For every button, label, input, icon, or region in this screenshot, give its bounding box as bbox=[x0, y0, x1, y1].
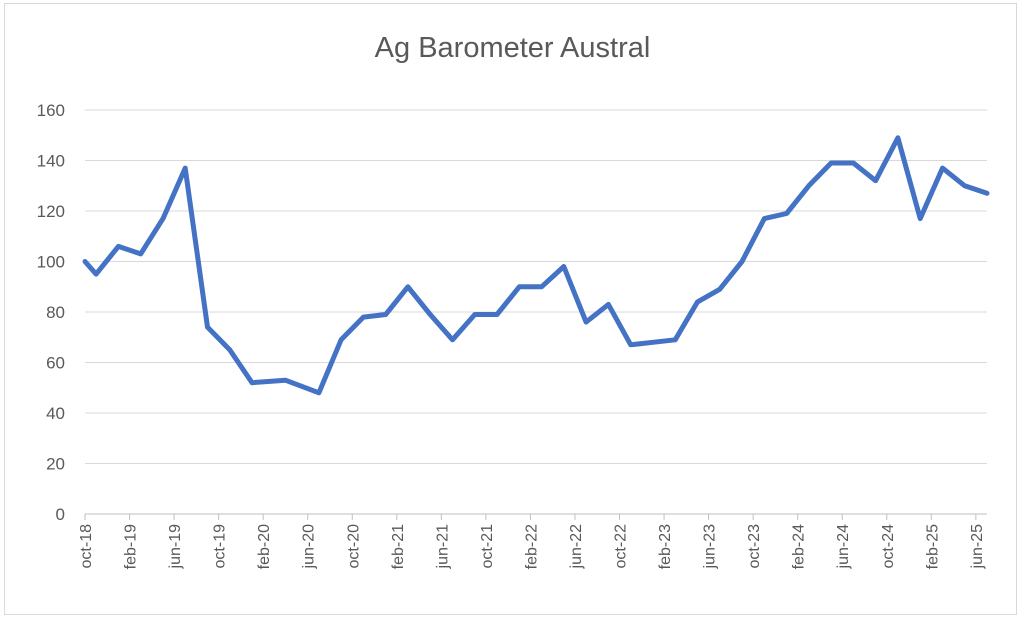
x-tick-label: feb-23 bbox=[657, 524, 674, 569]
x-tick-label: jun-22 bbox=[568, 524, 585, 570]
series-line bbox=[82, 135, 990, 396]
chart-title: Ag Barometer Austral bbox=[374, 32, 651, 64]
x-tick-label: feb-22 bbox=[523, 524, 540, 569]
x-tick-label: jun-20 bbox=[301, 524, 318, 570]
x-tick-label: oct-22 bbox=[613, 524, 630, 569]
x-tick-label: jun-23 bbox=[702, 524, 719, 570]
chart-frame bbox=[4, 3, 1017, 615]
x-tick-label: oct-21 bbox=[479, 524, 496, 569]
y-tick-label: 100 bbox=[37, 253, 65, 272]
x-tick-label: feb-19 bbox=[123, 524, 140, 569]
x-tick-label: jun-21 bbox=[434, 524, 451, 570]
x-tick-label: feb-24 bbox=[791, 524, 808, 569]
y-tick-label: 60 bbox=[46, 354, 65, 373]
y-tick-label: 0 bbox=[56, 505, 65, 524]
x-tick-label: jun-24 bbox=[835, 524, 852, 570]
x-tick-label: oct-20 bbox=[345, 524, 362, 569]
y-tick-label: 160 bbox=[37, 101, 65, 120]
x-tick-label: oct-19 bbox=[212, 524, 229, 569]
x-tick-label: feb-25 bbox=[924, 524, 941, 569]
x-tick-label: feb-20 bbox=[256, 524, 273, 569]
y-tick-label: 20 bbox=[46, 455, 65, 474]
x-tick-label: jun-25 bbox=[969, 524, 986, 570]
x-tick-label: oct-24 bbox=[880, 524, 897, 569]
y-tick-label: 80 bbox=[46, 303, 65, 322]
x-tick-label: oct-23 bbox=[746, 524, 763, 569]
y-tick-label: 40 bbox=[46, 404, 65, 423]
x-tick-label: jun-19 bbox=[167, 524, 184, 570]
x-tick-label: feb-21 bbox=[390, 524, 407, 569]
y-tick-label: 120 bbox=[37, 202, 65, 221]
y-tick-label: 140 bbox=[37, 152, 65, 171]
x-tick-label: oct-18 bbox=[78, 524, 95, 569]
